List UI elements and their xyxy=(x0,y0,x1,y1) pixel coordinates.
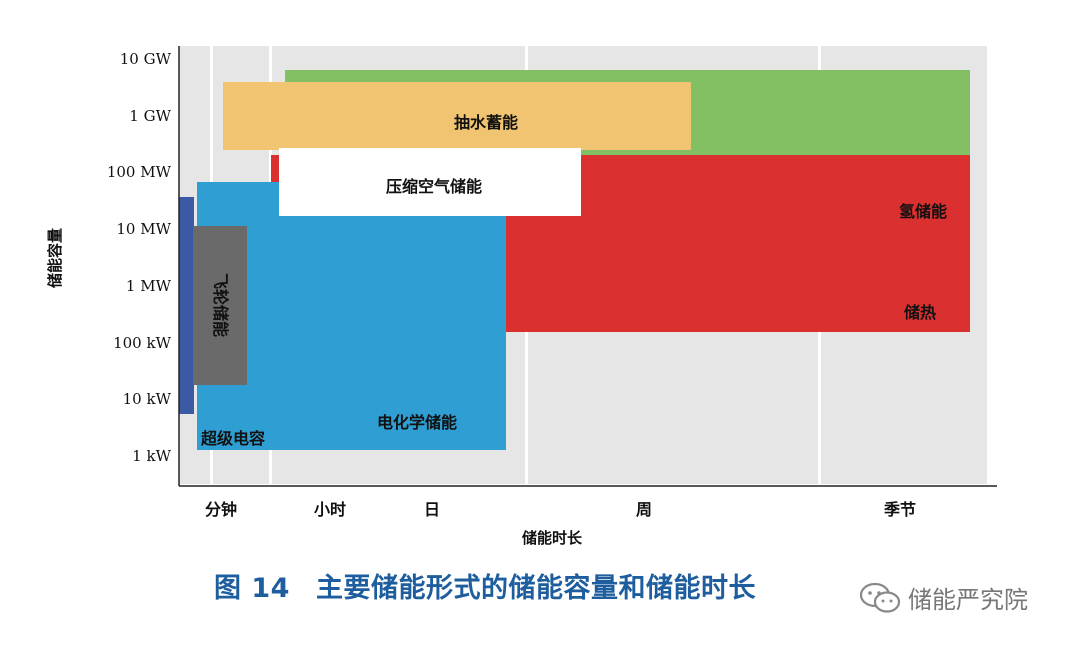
y-tick-1mw: 1 MW xyxy=(126,277,172,295)
region-compressed-air xyxy=(279,148,581,216)
x-tick-minute: 分钟 xyxy=(205,500,237,519)
y-tick-1kw: 1 kW xyxy=(132,447,171,465)
region-flywheel xyxy=(193,226,247,385)
watermark: 储能严究院 xyxy=(858,580,1028,615)
label-pumped-hydro: 抽水蓄能 xyxy=(454,113,518,132)
label-compressed-air: 压缩空气储能 xyxy=(386,177,482,196)
wechat-icon xyxy=(859,582,901,613)
x-tick-season: 季节 xyxy=(883,500,916,519)
label-supercapacitor: 超级电容 xyxy=(200,429,265,448)
figure-caption: 图 14 主要储能形式的储能容量和储能时长 xyxy=(214,566,756,605)
region-pumped-hydro xyxy=(223,82,691,150)
y-tick-1gw: 1 GW xyxy=(129,107,171,125)
y-axis-title: 储能容量 xyxy=(46,228,64,288)
x-tick-day: 日 xyxy=(424,500,440,519)
x-axis-title: 储能时长 xyxy=(522,529,583,547)
label-flywheel: 飞轮储能 xyxy=(211,273,230,337)
label-thermal: 储热 xyxy=(903,303,936,322)
x-tick-week: 周 xyxy=(636,500,652,519)
region-electrochemical xyxy=(197,182,506,450)
label-electrochemical: 电化学储能 xyxy=(377,413,457,432)
y-tick-10kw: 10 kW xyxy=(123,390,172,408)
y-tick-10gw: 10 GW xyxy=(120,50,172,68)
figure-number: 图 14 xyxy=(214,573,290,604)
label-hydrogen: 氢储能 xyxy=(899,202,947,221)
watermark-text: 储能严究院 xyxy=(908,586,1028,614)
y-tick-100mw: 100 MW xyxy=(107,163,172,181)
y-tick-100kw: 100 kW xyxy=(113,334,171,352)
region-supercapacitor xyxy=(179,197,194,414)
y-tick-10mw: 10 MW xyxy=(116,220,171,238)
figure-title: 主要储能形式的储能容量和储能时长 xyxy=(315,573,756,604)
x-tick-hour: 小时 xyxy=(314,500,346,519)
